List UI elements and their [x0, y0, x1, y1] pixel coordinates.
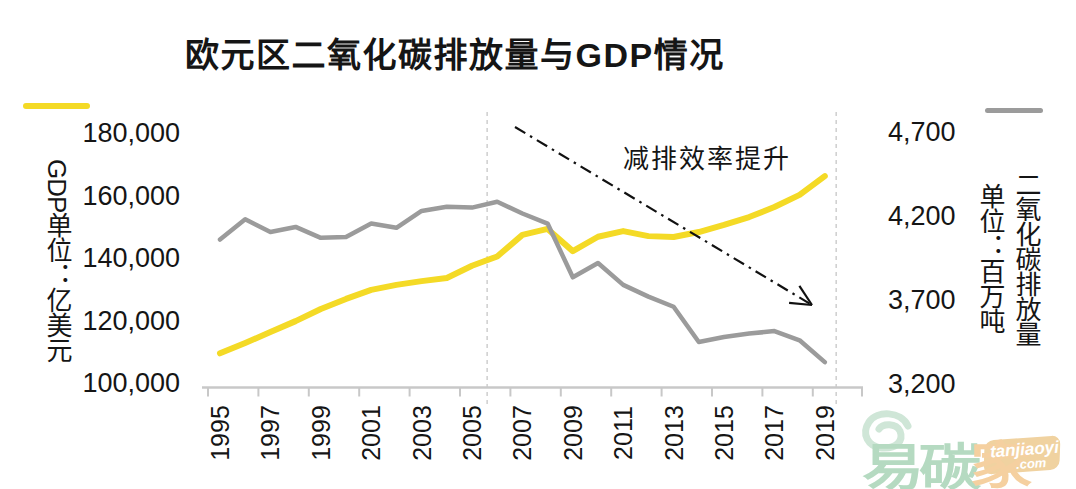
gdp-legend-swatch [23, 103, 90, 109]
left-y-tick-label: 120,000 [70, 308, 180, 334]
right-y-tick-label: 4,700 [888, 119, 998, 145]
left-y-tick-label: 100,000 [70, 370, 180, 396]
x-tick-label: 2007 [509, 393, 535, 473]
right-y-tick-label: 3,700 [888, 287, 998, 313]
trend-annotation: 减排效率提升 [602, 138, 812, 175]
watermark-badge-domain: .com [1016, 455, 1047, 472]
chart-title: 欧元区二氧化碳排放量与GDP情况 [185, 28, 725, 77]
left-y-tick-label: 180,000 [70, 120, 180, 146]
right-axis-title: 二氧化碳排放量 单位：百万吨 [972, 158, 1044, 358]
right-axis-title-name: 二氧化碳排放量 [1008, 158, 1044, 358]
x-tick-label: 1995 [207, 393, 233, 473]
gdp-line [220, 176, 825, 353]
x-tick-label: 2003 [409, 393, 435, 473]
x-tick-label: 2015 [711, 393, 737, 473]
x-tick-label: 1997 [257, 393, 283, 473]
x-tick-label: 2011 [610, 393, 636, 473]
x-tick-label: 2013 [661, 393, 687, 473]
x-tick-label: 2017 [761, 393, 787, 473]
co2-line [220, 202, 825, 362]
watermark-brand-char: 易 [862, 428, 924, 489]
left-y-tick-label: 140,000 [70, 245, 180, 271]
x-tick-label: 1999 [308, 393, 334, 473]
right-y-tick-label: 3,200 [888, 371, 998, 397]
right-y-tick-label: 4,200 [888, 203, 998, 229]
right-axis-title-unit: 单位：百万吨 [972, 158, 1008, 358]
x-tick-label: 2019 [812, 393, 838, 473]
chart-page: 欧元区二氧化碳排放量与GDP情况 GDP单位：亿美元 二氧化碳排放量 单位：百万… [0, 0, 1076, 489]
left-y-tick-label: 160,000 [70, 183, 180, 209]
x-tick-label: 2009 [560, 393, 586, 473]
x-tick-label: 2005 [459, 393, 485, 473]
x-tick-label: 2001 [358, 393, 384, 473]
co2-legend-swatch [985, 108, 1043, 113]
left-axis-title: GDP单位：亿美元 [42, 146, 72, 376]
